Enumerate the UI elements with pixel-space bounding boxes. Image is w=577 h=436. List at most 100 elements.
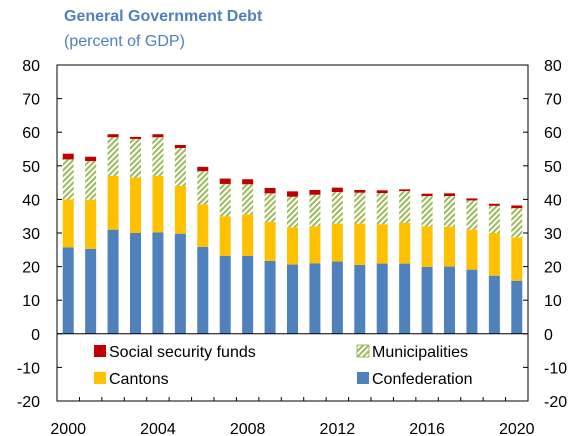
bar-confederation-2002 [107,229,119,334]
bar-cantons-2006 [197,204,209,247]
bar-confederation-2014 [376,263,388,334]
bar-cantons-2008 [242,214,254,256]
bar-social-security-funds-2002 [107,134,119,138]
bar-social-security-funds-2019 [488,203,500,206]
bar-municipalities-2020 [511,208,523,238]
bar-confederation-2012 [331,261,343,334]
bar-municipalities-2008 [242,184,254,215]
bar-cantons-2012 [331,223,343,262]
y-tick-label-left: 60 [22,125,40,142]
y-tick-label-right: 50 [544,159,562,176]
bar-social-security-funds-2007 [219,178,231,184]
bar-municipalities-2003 [130,138,141,178]
y-tick-label-left: 40 [22,192,40,209]
y-tick-label-right: -20 [544,394,567,411]
y-tick-label-left: 30 [22,226,40,243]
legend-label-social-security-funds: Social security funds [109,344,256,361]
bar-confederation-2005 [174,233,186,334]
legend-swatch-municipalities [356,344,370,358]
legend-swatch-confederation [357,372,369,384]
bar-confederation-2006 [197,246,209,334]
bar-municipalities-2006 [197,171,209,205]
bar-cantons-2003 [130,177,141,233]
bar-municipalities-2015 [399,191,411,223]
x-tick-label: 2012 [320,421,356,436]
bar-municipalities-2014 [376,193,388,225]
bar-cantons-2013 [354,223,366,265]
chart-title: General Government Debt [64,8,263,25]
bar-social-security-funds-2013 [354,189,366,193]
bar-municipalities-2009 [264,193,276,222]
bar-social-security-funds-2016 [421,193,433,197]
bar-municipalities-2002 [107,137,119,176]
y-tick-label-left: 10 [22,293,40,310]
bar-cantons-2007 [219,216,231,256]
bar-confederation-2010 [287,264,298,334]
bar-municipalities-2018 [466,200,478,230]
bar-social-security-funds-2008 [242,179,254,185]
legend-swatch-social-security-funds [94,345,106,357]
bar-social-security-funds-2003 [130,136,141,139]
bar-municipalities-2010 [287,196,298,228]
y-tick-label-left: -10 [17,360,40,377]
bar-confederation-2011 [309,263,321,334]
bar-cantons-2015 [399,222,411,264]
bar-confederation-2013 [354,264,366,334]
legend-swatch-cantons [94,372,106,384]
bar-cantons-2020 [511,237,523,281]
bar-municipalities-2013 [354,192,366,224]
y-tick-label-left: 0 [31,327,40,344]
bar-social-security-funds-2012 [331,187,343,193]
bar-social-security-funds-2015 [399,189,411,191]
bar-social-security-funds-2000 [62,153,74,160]
bar-municipalities-2005 [174,147,186,186]
y-tick-label-right: 30 [544,226,562,243]
bar-municipalities-2007 [219,183,231,217]
x-tick-label: 2000 [50,421,86,436]
bar-cantons-2018 [466,229,478,270]
x-tick-label: 2004 [140,421,176,436]
bar-confederation-2003 [130,233,141,334]
y-tick-label-left: 20 [22,260,40,277]
bar-municipalities-2000 [62,159,74,200]
bar-social-security-funds-2001 [85,156,97,162]
bar-cantons-2011 [309,226,321,264]
bar-cantons-2005 [174,185,186,234]
y-tick-label-right: 60 [544,125,562,142]
chart-subtitle: (percent of GDP) [64,33,185,50]
y-tick-label-right: 80 [544,58,562,75]
bar-social-security-funds-2006 [197,166,209,172]
bar-social-security-funds-2014 [376,190,388,194]
bar-cantons-2016 [421,226,433,267]
bar-cantons-2004 [152,175,164,233]
bar-confederation-2015 [399,263,411,334]
bar-confederation-2009 [264,260,276,334]
bar-confederation-2007 [219,255,231,334]
bar-cantons-2000 [62,199,74,248]
bar-cantons-2010 [287,227,298,265]
bar-cantons-2017 [444,226,455,267]
bar-social-security-funds-2010 [287,191,298,197]
bar-confederation-2020 [511,280,523,334]
bar-municipalities-2016 [421,196,433,227]
bar-confederation-2018 [466,269,478,334]
y-tick-label-right: -10 [544,360,567,377]
y-tick-label-right: 40 [544,192,562,209]
bar-social-security-funds-2011 [309,189,321,195]
legend-label-confederation: Confederation [372,371,473,388]
bar-social-security-funds-2005 [174,144,186,148]
bar-confederation-2016 [421,266,433,334]
y-tick-label-right: 70 [544,92,562,109]
bar-social-security-funds-2009 [264,187,276,194]
bar-confederation-2001 [85,248,97,334]
bar-confederation-2004 [152,232,164,334]
y-tick-label-left: 80 [22,58,40,75]
y-tick-label-left: -20 [17,394,40,411]
x-tick-label: 2008 [230,421,266,436]
y-tick-label-right: 10 [544,293,562,310]
bar-confederation-2000 [62,247,74,334]
bar-social-security-funds-2020 [511,205,523,209]
y-tick-label-right: 20 [544,260,562,277]
bar-confederation-2017 [444,266,455,334]
